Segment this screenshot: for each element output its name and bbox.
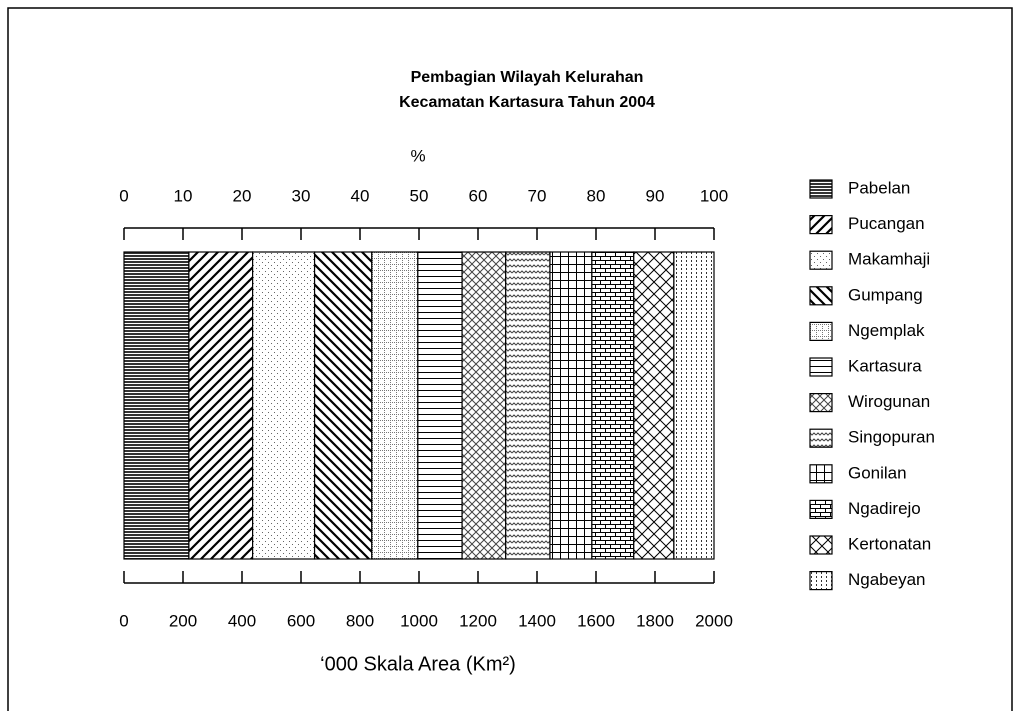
bar-segment xyxy=(673,251,715,560)
x2-tick-label: 2000 xyxy=(695,611,733,630)
x2-axis-label: ‘000 Skala Area (Km²) xyxy=(320,653,516,675)
legend-label: Ngadirejo xyxy=(848,499,921,518)
bar-segment xyxy=(313,251,373,560)
x2-tick-label: 200 xyxy=(169,611,197,630)
legend-swatch xyxy=(809,570,833,591)
legend-swatch xyxy=(809,250,833,270)
legend-label: Pucangan xyxy=(848,214,925,233)
legend-label: Gonilan xyxy=(848,463,907,482)
legend-swatch xyxy=(809,393,833,413)
x2-tick-label: 800 xyxy=(346,611,374,630)
frame xyxy=(7,7,1013,711)
x-tick-label: 40 xyxy=(351,186,370,205)
bar-segment xyxy=(591,251,635,560)
legend-swatch xyxy=(809,321,833,341)
x-tick-label: 20 xyxy=(233,186,252,205)
x2-tick-label: 1200 xyxy=(459,611,497,630)
bar-segment xyxy=(505,251,551,560)
x2-tick-label: 600 xyxy=(287,611,315,630)
x-tick-label: 50 xyxy=(410,186,429,205)
legend-label: Wirogunan xyxy=(848,392,930,411)
chart-title: Kecamatan Kartasura Tahun 2004 xyxy=(399,94,655,111)
legend-label: Singopuran xyxy=(848,428,935,447)
legend-label: Pabelan xyxy=(848,178,910,197)
bar-segment xyxy=(252,251,316,560)
x-axis-label: % xyxy=(410,146,425,165)
x-tick-label: 0 xyxy=(119,186,128,205)
legend-swatch xyxy=(809,499,833,519)
legend-label: Ngemplak xyxy=(848,321,925,340)
legend-label: Kartasura xyxy=(848,356,922,375)
bar-segment xyxy=(549,251,593,560)
legend-swatch xyxy=(809,179,833,199)
legend-swatch xyxy=(809,215,833,235)
x-tick-label: 100 xyxy=(700,186,728,205)
x-tick-label: 80 xyxy=(587,186,606,205)
x2-tick-label: 1600 xyxy=(577,611,615,630)
x-tick-label: 10 xyxy=(174,186,193,205)
x-tick-label: 90 xyxy=(646,186,665,205)
x-tick-label: 60 xyxy=(469,186,488,205)
x2-tick-label: 400 xyxy=(228,611,256,630)
legend-label: Ngabeyan xyxy=(848,570,926,589)
x2-tick-label: 1400 xyxy=(518,611,556,630)
x2-tick-label: 0 xyxy=(119,611,128,630)
bar-segment xyxy=(417,251,463,560)
x-tick-label: 70 xyxy=(528,186,547,205)
legend-swatch xyxy=(809,286,833,306)
legend-swatch xyxy=(809,464,833,484)
x2-tick-label: 1800 xyxy=(636,611,674,630)
legend-label: Gumpang xyxy=(848,285,923,304)
chart-title: Pembagian Wilayah Kelurahan xyxy=(411,69,644,86)
legend-label: Makamhaji xyxy=(848,250,930,269)
legend-swatch xyxy=(809,357,833,377)
legend-label: Kertonatan xyxy=(848,534,931,553)
bar-segment xyxy=(461,251,507,560)
bar-segment xyxy=(371,251,419,560)
legend-swatch xyxy=(809,428,833,448)
bar-segment xyxy=(188,251,254,560)
legend-swatch xyxy=(809,535,833,555)
x-tick-label: 30 xyxy=(292,186,311,205)
bar-segment xyxy=(633,251,675,560)
x2-tick-label: 1000 xyxy=(400,611,438,630)
bar-segment xyxy=(123,251,190,560)
